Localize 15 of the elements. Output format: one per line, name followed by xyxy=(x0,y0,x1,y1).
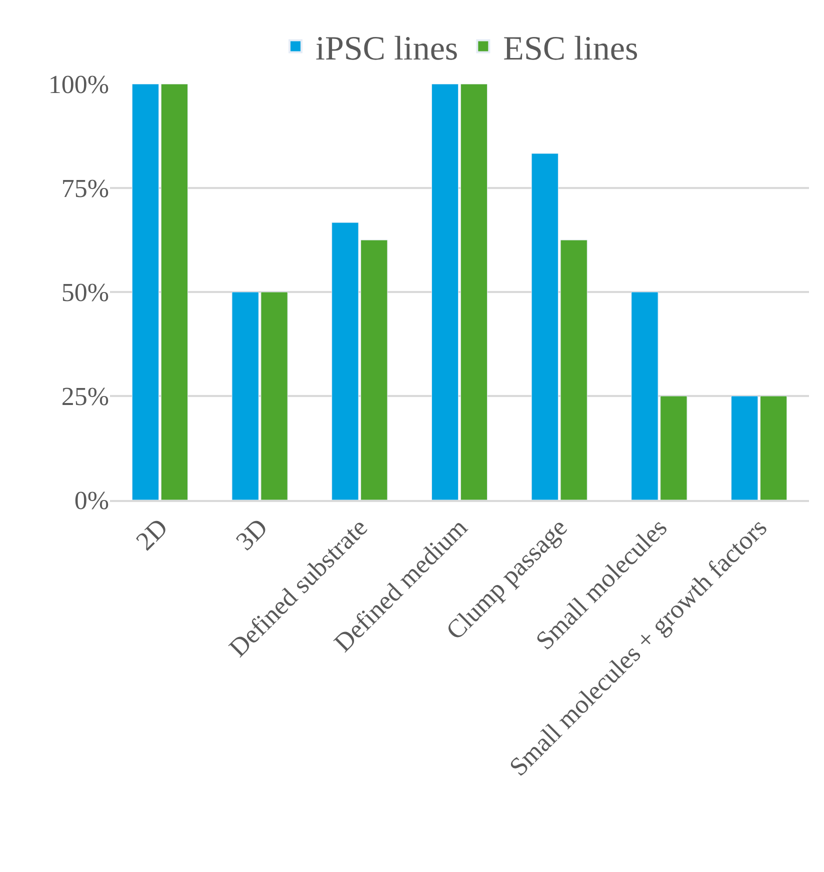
bar xyxy=(431,84,459,500)
y-tick-label: 100% xyxy=(48,70,109,100)
legend-label: iPSC lines xyxy=(316,30,458,68)
bar xyxy=(460,84,488,500)
bar xyxy=(132,84,160,500)
bar xyxy=(731,396,758,500)
y-tick-label: 75% xyxy=(61,174,109,204)
legend-label: ESC lines xyxy=(503,30,638,68)
bar xyxy=(160,84,188,500)
x-tick-label: 2D xyxy=(130,512,174,556)
x-tick-label: 3D xyxy=(230,512,274,556)
y-tick-label: 50% xyxy=(61,278,109,308)
y-tick-label: 25% xyxy=(61,382,109,412)
y-tick-label: 0% xyxy=(74,486,109,516)
bar xyxy=(760,396,788,500)
